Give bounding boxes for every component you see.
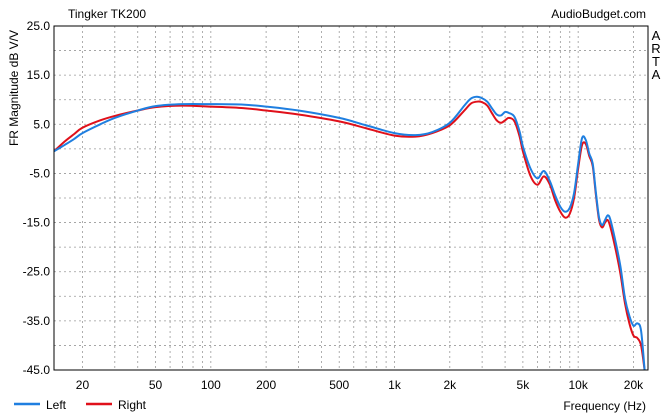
legend-left-label: Left xyxy=(46,398,67,412)
y-tick-label: 25.0 xyxy=(27,19,51,33)
x-tick-label: 200 xyxy=(256,378,276,392)
y-tick-label: 15.0 xyxy=(27,68,51,82)
x-tick-label: 20k xyxy=(624,378,644,392)
x-tick-label: 2k xyxy=(443,378,457,392)
y-tick-label: -25.0 xyxy=(23,265,51,279)
plot-frame xyxy=(53,25,649,371)
series-lines xyxy=(54,95,646,370)
chart-title: Tingker TK200 xyxy=(68,7,146,21)
side-label-a1: A xyxy=(652,28,661,43)
side-label-a2: A xyxy=(652,67,661,82)
x-tick-label: 1k xyxy=(388,378,402,392)
y-tick-label: -5.0 xyxy=(29,166,50,180)
x-tick-label: 100 xyxy=(201,378,221,392)
x-tick-label: 10k xyxy=(568,378,588,392)
source-label: AudioBudget.com xyxy=(551,7,646,21)
grid-lines xyxy=(54,26,648,370)
series-line-left xyxy=(54,95,646,370)
x-tick-labels: 20 50 100 200 500 1k 2k 5k 10k 20k xyxy=(76,378,644,392)
legend-right-label: Right xyxy=(118,398,147,412)
y-tick-label: -15.0 xyxy=(23,216,51,230)
x-tick-label: 50 xyxy=(149,378,163,392)
y-axis-label: FR Magnitude dB V/V xyxy=(7,30,21,146)
side-label-r: R xyxy=(651,41,660,56)
x-tick-label: 500 xyxy=(329,378,349,392)
side-label-t: T xyxy=(652,54,660,69)
x-axis-label: Frequency (Hz) xyxy=(563,399,646,413)
series-line-right xyxy=(54,100,646,370)
y-tick-label: 5.0 xyxy=(33,117,50,131)
y-tick-label: -35.0 xyxy=(23,314,51,328)
x-tick-label: 5k xyxy=(517,378,531,392)
y-tick-labels: 25.0 15.0 5.0 -5.0 -15.0 -25.0 -35.0 -45.0 xyxy=(23,19,51,377)
y-tick-label: -45.0 xyxy=(23,363,51,377)
x-tick-label: 20 xyxy=(76,378,90,392)
